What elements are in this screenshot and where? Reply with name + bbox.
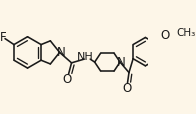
Text: F: F bbox=[0, 31, 6, 43]
Text: NH: NH bbox=[77, 52, 93, 62]
Text: O: O bbox=[161, 29, 170, 42]
Text: N: N bbox=[57, 46, 65, 59]
Text: N: N bbox=[117, 55, 126, 68]
Text: CH₃: CH₃ bbox=[176, 28, 196, 38]
Text: O: O bbox=[63, 72, 72, 85]
Text: O: O bbox=[122, 81, 131, 94]
